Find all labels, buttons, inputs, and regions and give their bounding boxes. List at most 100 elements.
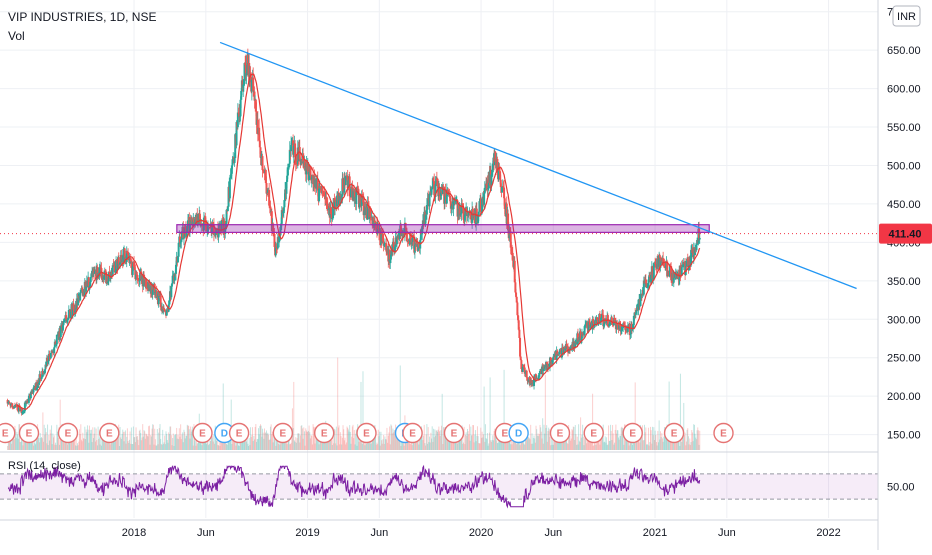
- volume-bar: [646, 443, 648, 450]
- candle-body: [475, 208, 478, 216]
- volume-bar: [599, 444, 601, 450]
- rsi-tick-label: 50.00: [887, 482, 915, 494]
- volume-bar: [251, 434, 253, 450]
- volume-bar: [491, 439, 493, 450]
- volume-bar: [584, 433, 586, 450]
- candle-body: [496, 159, 499, 170]
- candle-body: [581, 332, 584, 336]
- volume-bar: [610, 424, 612, 450]
- candle-body: [190, 220, 193, 222]
- candle-body: [644, 279, 647, 284]
- volume-bar: [653, 427, 655, 450]
- volume-bar: [647, 427, 649, 450]
- candle-body: [215, 230, 218, 233]
- candle-body: [620, 330, 623, 332]
- candle-body: [574, 342, 577, 348]
- candle-body: [107, 281, 110, 284]
- volume-bar: [571, 429, 573, 450]
- volume-bar: [146, 434, 148, 450]
- candle-body: [607, 326, 610, 328]
- volume-bar: [498, 441, 500, 450]
- volume-bar: [685, 441, 687, 450]
- volume-bar: [139, 429, 141, 450]
- candle-body: [63, 318, 66, 321]
- volume-bar: [650, 430, 652, 450]
- candle-body: [109, 272, 112, 279]
- volume-bar: [312, 424, 314, 450]
- candle-body: [223, 220, 226, 234]
- volume-bar: [568, 436, 570, 450]
- volume-bar: [386, 427, 388, 450]
- volume-bar: [187, 425, 189, 450]
- currency-badge-label: INR: [897, 11, 916, 23]
- event-marker-label: D: [221, 429, 228, 440]
- volume-bar: [437, 431, 439, 450]
- volume-bar: [468, 434, 470, 450]
- volume-bar: [15, 437, 17, 450]
- candle-body: [383, 243, 386, 246]
- candle-body: [177, 242, 180, 257]
- x-tick-label: Jun: [544, 527, 562, 539]
- volume-bar: [85, 429, 87, 450]
- candle-body: [354, 191, 357, 197]
- volume-bar: [209, 441, 211, 450]
- volume-bar: [101, 432, 103, 450]
- volume-bar: [627, 435, 629, 450]
- volume-bar: [78, 429, 80, 450]
- candle-body: [151, 285, 154, 295]
- volume-bar: [266, 433, 268, 450]
- candle-body: [691, 248, 694, 254]
- candle-body: [178, 236, 181, 244]
- candle-body: [25, 401, 28, 404]
- volume-bar: [269, 426, 271, 450]
- candle-body: [238, 112, 241, 117]
- volume-bar: [41, 437, 43, 450]
- volume-bar: [644, 424, 646, 450]
- volume-bar: [166, 439, 168, 450]
- rsi-line: [7, 464, 701, 509]
- volume-bar: [170, 426, 172, 450]
- candle-body: [616, 325, 619, 329]
- volume-bar: [208, 445, 210, 450]
- candle-body: [605, 319, 608, 323]
- volume-bar: [447, 437, 449, 450]
- volume-bar: [603, 442, 605, 450]
- volume-bar: [411, 436, 413, 450]
- volume-bar: [536, 435, 538, 450]
- candle-body: [490, 174, 493, 185]
- candle-body: [521, 367, 524, 372]
- candle-body: [85, 286, 88, 292]
- candle-body: [435, 178, 438, 185]
- volume-bar: [620, 427, 622, 450]
- candle-body: [381, 233, 384, 242]
- volume-bar: [548, 429, 550, 450]
- volume-bar: [289, 444, 291, 450]
- candle-body: [355, 189, 358, 205]
- volume-bar: [425, 445, 427, 450]
- candle-body: [519, 356, 522, 361]
- event-marker-label: E: [451, 429, 458, 440]
- volume-bar: [142, 424, 144, 450]
- volume-bar: [260, 424, 262, 450]
- volume-bar: [233, 440, 235, 450]
- volume-bar: [411, 445, 413, 450]
- volume-bar: [539, 424, 541, 450]
- candle-body: [242, 83, 245, 85]
- candle-body: [319, 185, 322, 189]
- volume-bar: [463, 426, 465, 450]
- volume-bar: [287, 437, 289, 450]
- candle-body: [654, 264, 657, 268]
- volume-bar: [562, 437, 564, 450]
- candle-body: [153, 283, 156, 294]
- volume-bar: [49, 429, 51, 450]
- volume-bar: [564, 435, 566, 450]
- candle-body: [568, 348, 571, 354]
- candle-body: [478, 201, 481, 212]
- volume-bar: [400, 445, 402, 450]
- y-tick-label: 550.00: [887, 122, 921, 134]
- volume-bar: [307, 431, 309, 450]
- candle-body: [41, 370, 44, 378]
- candle-body: [662, 258, 665, 263]
- candle-body: [242, 84, 245, 88]
